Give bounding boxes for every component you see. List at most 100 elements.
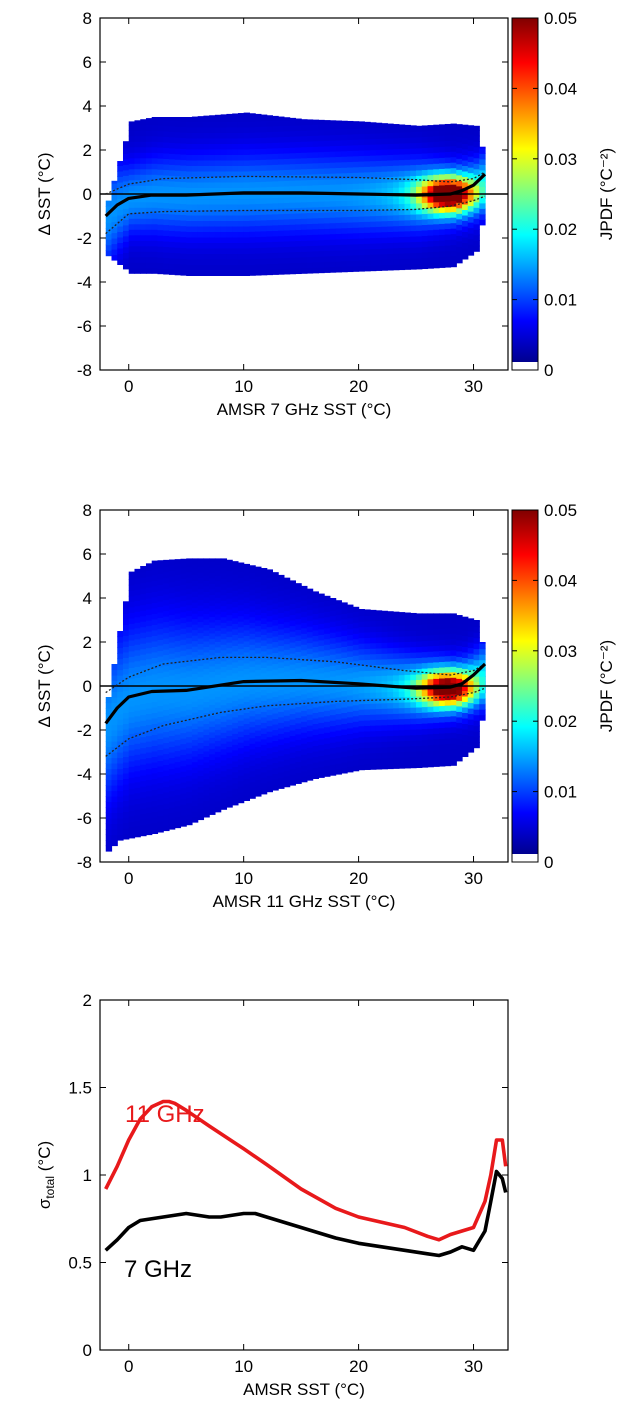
jpdf-cell xyxy=(329,736,337,743)
jpdf-cell xyxy=(318,700,325,707)
jpdf-cell xyxy=(140,698,147,705)
jpdf-cell xyxy=(203,242,210,249)
jpdf-cell xyxy=(467,636,475,643)
jpdf-cell xyxy=(134,267,141,274)
jpdf-cell xyxy=(191,690,199,697)
jpdf-cell xyxy=(260,142,268,149)
jpdf-cell xyxy=(226,113,233,117)
jpdf-cell xyxy=(295,590,302,597)
jpdf-cell xyxy=(421,706,429,713)
jpdf-cell xyxy=(191,137,199,144)
jpdf-cell xyxy=(387,664,394,671)
jpdf-cell xyxy=(352,232,360,239)
jpdf-cell xyxy=(278,584,285,591)
sigma-unit: (°C) xyxy=(35,1141,54,1176)
jpdf-cell xyxy=(410,247,417,254)
jpdf-cell xyxy=(163,152,170,160)
jpdf-cell xyxy=(358,725,365,732)
jpdf-cell xyxy=(318,212,325,219)
jpdf-cell xyxy=(467,205,475,212)
jpdf-cell xyxy=(450,151,457,158)
jpdf-cell xyxy=(324,693,331,700)
jpdf-cell xyxy=(324,266,331,273)
jpdf-cell xyxy=(456,749,463,756)
jpdf-cell xyxy=(358,265,365,272)
jpdf-cell xyxy=(312,684,319,691)
jpdf-cell xyxy=(347,249,354,256)
jpdf-cell xyxy=(467,697,475,704)
jpdf-cell xyxy=(421,180,429,187)
jpdf-cell xyxy=(393,124,400,128)
jpdf-cell xyxy=(324,688,331,695)
jpdf-cell xyxy=(416,690,423,697)
jpdf-cell xyxy=(111,680,118,687)
jpdf-cell xyxy=(404,203,411,210)
jpdf-cell xyxy=(134,600,141,607)
jpdf-cell xyxy=(439,129,446,136)
jpdf-cell xyxy=(243,591,251,598)
jpdf-cell xyxy=(444,200,452,208)
jpdf-cell xyxy=(347,133,354,141)
jpdf-cell xyxy=(427,251,434,258)
jpdf-cell xyxy=(232,214,239,221)
jpdf-cell xyxy=(145,708,153,715)
jpdf-cell xyxy=(289,741,296,748)
jpdf-cell xyxy=(375,138,383,145)
jpdf-cell xyxy=(329,731,337,738)
jpdf-cell xyxy=(237,577,245,584)
jpdf-cell xyxy=(232,788,239,795)
jpdf-cell xyxy=(151,800,159,807)
jpdf-cell xyxy=(433,639,440,646)
jpdf-cell xyxy=(151,218,159,225)
jpdf-cell xyxy=(439,228,446,235)
colorbar: 00.010.020.030.040.05 xyxy=(511,501,577,872)
jpdf-cell xyxy=(255,186,262,194)
jpdf-cell xyxy=(266,115,273,122)
jpdf-cell xyxy=(335,636,342,643)
jpdf-cell xyxy=(191,723,199,730)
jpdf-cell xyxy=(157,782,164,789)
jpdf-cell xyxy=(370,210,377,217)
jpdf-cell xyxy=(168,202,176,209)
jpdf-cell xyxy=(255,614,262,621)
jpdf-cell xyxy=(105,801,113,808)
jpdf-cell xyxy=(243,220,251,227)
jpdf-cell xyxy=(381,176,388,183)
colorbar-tick-label: 0.04 xyxy=(544,79,577,98)
jpdf-cell xyxy=(306,206,314,214)
jpdf-cell xyxy=(180,126,187,133)
jpdf-cell xyxy=(243,242,251,249)
jpdf-cell xyxy=(140,251,147,258)
jpdf-cell xyxy=(358,714,365,721)
jpdf-cell xyxy=(427,678,434,685)
jpdf-cell xyxy=(209,209,216,216)
jpdf-field xyxy=(105,558,486,852)
jpdf-cell xyxy=(180,198,187,205)
jpdf-cell xyxy=(301,743,308,750)
jpdf-cell xyxy=(111,210,118,217)
jpdf-cell xyxy=(232,628,239,635)
jpdf-cell xyxy=(295,124,302,132)
jpdf-cell xyxy=(398,735,406,742)
jpdf-cell xyxy=(237,143,245,150)
jpdf-cell xyxy=(283,731,291,738)
jpdf-cell xyxy=(232,716,239,723)
jpdf-cell xyxy=(128,573,136,580)
jpdf-cell xyxy=(341,739,348,746)
jpdf-cell xyxy=(237,236,245,243)
x-axis-label: AMSR 11 GHz SST (°C) xyxy=(213,892,396,911)
jpdf-cell xyxy=(387,148,394,155)
jpdf-cell xyxy=(140,731,147,738)
jpdf-cell xyxy=(220,759,228,766)
jpdf-cell xyxy=(473,725,480,732)
jpdf-cell xyxy=(237,714,245,721)
jpdf-cell xyxy=(191,170,199,177)
jpdf-cell xyxy=(272,230,279,237)
jpdf-cell xyxy=(151,560,159,565)
jpdf-cell xyxy=(283,577,291,584)
jpdf-cell xyxy=(243,761,251,768)
jpdf-cell xyxy=(433,613,440,619)
jpdf-cell xyxy=(151,734,159,741)
jpdf-cell xyxy=(473,632,480,639)
jpdf-cell xyxy=(197,269,205,276)
